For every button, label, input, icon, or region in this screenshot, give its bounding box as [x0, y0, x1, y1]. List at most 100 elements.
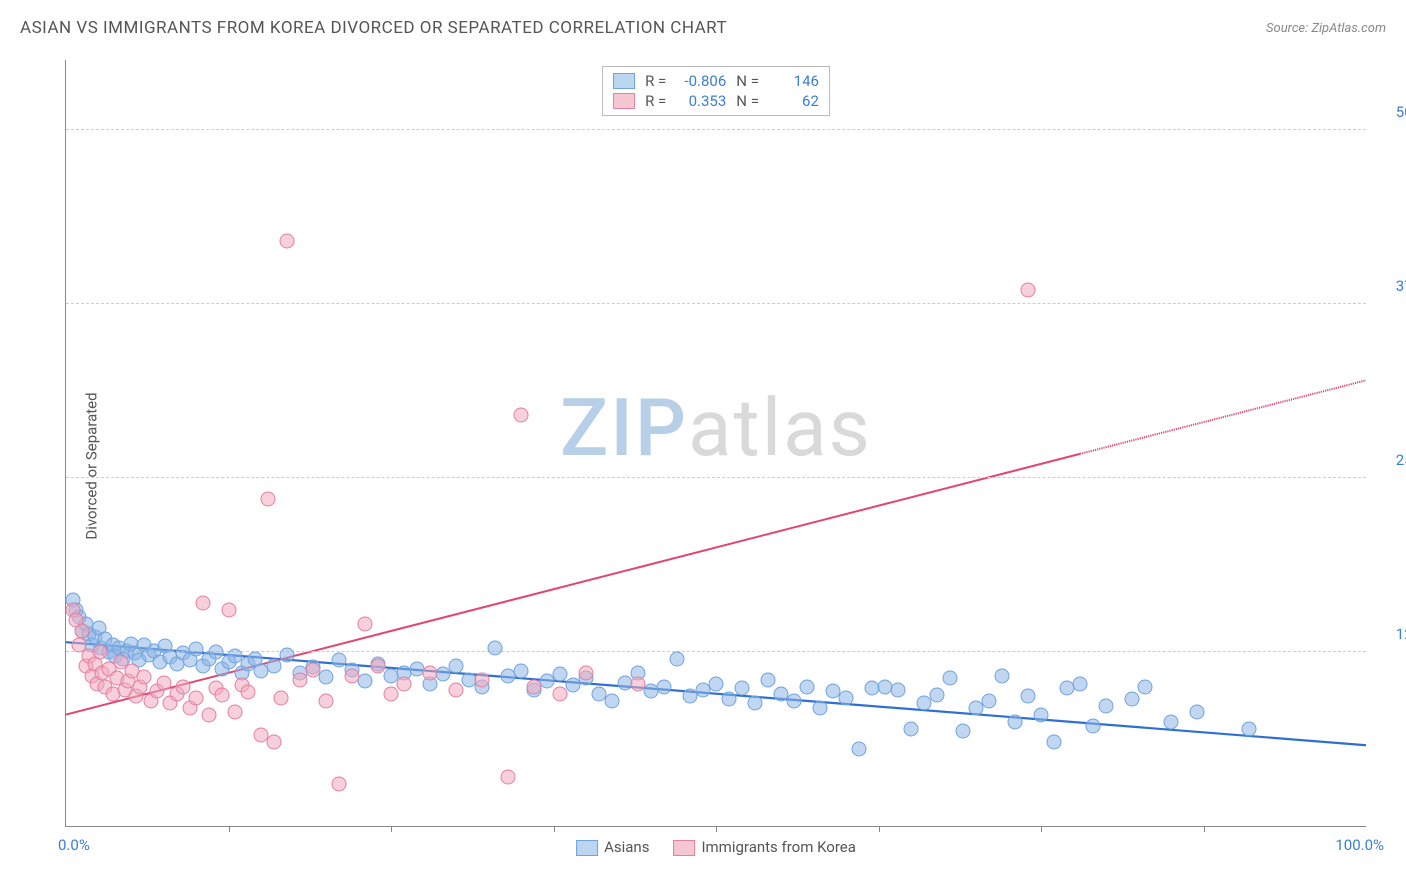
- data-point-asians: [1047, 735, 1062, 750]
- gridline: [66, 129, 1366, 130]
- stat-n-value: 146: [769, 72, 819, 90]
- chart-source: Source: ZipAtlas.com: [1266, 21, 1386, 36]
- data-point-asians: [852, 742, 867, 757]
- y-tick-label: 25.0%: [1376, 451, 1406, 469]
- data-point-asians: [1086, 718, 1101, 733]
- data-point-asians: [657, 679, 672, 694]
- trend-lines: [66, 60, 1366, 826]
- chart-area: Divorced or Separated ZIPatlas R =-0.806…: [10, 50, 1396, 882]
- data-point-asians: [1021, 689, 1036, 704]
- data-point-immigrants-korea: [228, 704, 243, 719]
- data-point-immigrants-korea: [423, 665, 438, 680]
- data-point-asians: [943, 671, 958, 686]
- data-point-immigrants-korea: [397, 676, 412, 691]
- chart-title: ASIAN VS IMMIGRANTS FROM KOREA DIVORCED …: [20, 18, 727, 38]
- swatch-icon: [613, 73, 635, 89]
- data-point-immigrants-korea: [92, 644, 107, 659]
- data-point-asians: [189, 642, 204, 657]
- x-axis-max-label: 100.0%: [1335, 836, 1384, 854]
- data-point-asians: [1008, 714, 1023, 729]
- data-point-immigrants-korea: [273, 690, 288, 705]
- legend-item: Immigrants from Korea: [673, 838, 855, 856]
- swatch-icon: [673, 840, 695, 856]
- y-tick-label: 12.5%: [1376, 625, 1406, 643]
- data-point-asians: [1073, 676, 1088, 691]
- data-point-immigrants-korea: [527, 679, 542, 694]
- data-point-immigrants-korea: [215, 688, 230, 703]
- gridline: [66, 477, 1366, 478]
- x-tick: [554, 826, 555, 832]
- stat-n-label: N =: [736, 72, 759, 90]
- data-point-asians: [267, 658, 282, 673]
- data-point-asians: [722, 692, 737, 707]
- data-point-asians: [956, 724, 971, 739]
- data-point-immigrants-korea: [358, 617, 373, 632]
- data-point-asians: [982, 693, 997, 708]
- stat-n-value: 62: [769, 92, 819, 110]
- data-point-immigrants-korea: [195, 596, 210, 611]
- data-point-asians: [605, 693, 620, 708]
- data-point-asians: [995, 668, 1010, 683]
- data-point-immigrants-korea: [74, 624, 89, 639]
- data-point-asians: [839, 690, 854, 705]
- data-point-immigrants-korea: [189, 690, 204, 705]
- stat-n-label: N =: [736, 92, 759, 110]
- data-point-immigrants-korea: [280, 234, 295, 249]
- data-point-immigrants-korea: [384, 686, 399, 701]
- x-tick: [716, 826, 717, 832]
- data-point-immigrants-korea: [306, 663, 321, 678]
- data-point-immigrants-korea: [156, 675, 171, 690]
- data-point-immigrants-korea: [449, 682, 464, 697]
- data-point-asians: [787, 693, 802, 708]
- stat-r-value: 0.353: [676, 92, 726, 110]
- stats-box: R =-0.806N =146R =0.353N =62: [602, 66, 830, 116]
- data-point-asians: [332, 653, 347, 668]
- data-point-asians: [208, 644, 223, 659]
- data-point-asians: [1099, 699, 1114, 714]
- data-point-asians: [488, 640, 503, 655]
- data-point-asians: [709, 676, 724, 691]
- data-point-immigrants-korea: [579, 665, 594, 680]
- data-point-asians: [1190, 704, 1205, 719]
- gridline: [66, 651, 1366, 652]
- stats-row: R =0.353N =62: [613, 91, 819, 111]
- data-point-immigrants-korea: [345, 668, 360, 683]
- data-point-immigrants-korea: [332, 777, 347, 792]
- chart-header: ASIAN VS IMMIGRANTS FROM KOREA DIVORCED …: [20, 18, 1386, 38]
- data-point-asians: [1242, 721, 1257, 736]
- y-tick-label: 37.5%: [1376, 277, 1406, 295]
- data-point-immigrants-korea: [514, 408, 529, 423]
- swatch-icon: [613, 93, 635, 109]
- data-point-asians: [1138, 679, 1153, 694]
- data-point-asians: [930, 688, 945, 703]
- gridline: [66, 303, 1366, 304]
- trend-immigrants-korea-extrapolated: [1080, 380, 1366, 454]
- y-tick-label: 50.0%: [1376, 103, 1406, 121]
- x-tick: [229, 826, 230, 832]
- data-point-asians: [1034, 707, 1049, 722]
- data-point-asians: [358, 674, 373, 689]
- legend-label: Immigrants from Korea: [701, 838, 855, 856]
- data-point-immigrants-korea: [221, 603, 236, 618]
- data-point-immigrants-korea: [319, 693, 334, 708]
- legend-item: Asians: [576, 838, 649, 856]
- data-point-asians: [280, 647, 295, 662]
- data-point-immigrants-korea: [137, 669, 152, 684]
- data-point-immigrants-korea: [241, 685, 256, 700]
- data-point-immigrants-korea: [553, 686, 568, 701]
- data-point-asians: [449, 658, 464, 673]
- data-point-immigrants-korea: [371, 658, 386, 673]
- data-point-asians: [1164, 714, 1179, 729]
- data-point-asians: [761, 672, 776, 687]
- legend-label: Asians: [604, 838, 649, 856]
- x-axis-min-label: 0.0%: [58, 836, 90, 854]
- legend: Asians Immigrants from Korea: [576, 838, 856, 856]
- data-point-asians: [670, 651, 685, 666]
- data-point-asians: [1125, 692, 1140, 707]
- data-point-asians: [748, 696, 763, 711]
- data-point-immigrants-korea: [501, 770, 516, 785]
- data-point-asians: [735, 681, 750, 696]
- data-point-asians: [553, 667, 568, 682]
- x-tick: [391, 826, 392, 832]
- stats-row: R =-0.806N =146: [613, 71, 819, 91]
